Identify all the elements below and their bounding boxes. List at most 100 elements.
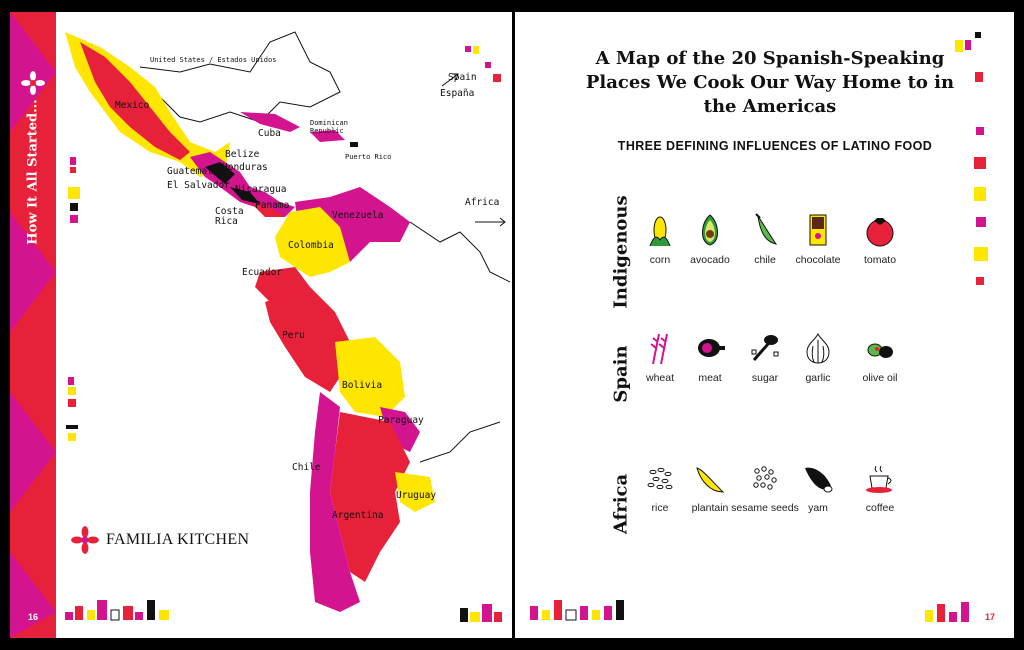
food-label: sesame seeds <box>731 502 799 514</box>
food-label: rice <box>651 502 669 514</box>
food-garlic: garlic <box>783 330 853 384</box>
food-sugar: sugar <box>730 330 800 384</box>
page-headline: A Map of the 20 Spanish-Speaking Places … <box>585 48 955 117</box>
olive-icon <box>867 343 893 358</box>
food-label: tomato <box>863 254 897 266</box>
decor-blocks-left-mid <box>66 377 78 441</box>
garlic-icon <box>806 332 830 364</box>
argentina-shape <box>330 412 410 582</box>
food-chocolate: chocolate <box>783 212 853 266</box>
sugar-icon <box>751 335 779 361</box>
decor-blocks-left-top <box>68 157 80 223</box>
uruguay-shape <box>395 472 435 512</box>
food-yam: yam <box>783 462 853 514</box>
label-puerto-rico: Puerto Rico <box>345 153 392 161</box>
food-label: chile <box>754 254 776 266</box>
spine-band: How It All Started... 16 <box>10 12 56 638</box>
decor-blocks-right-bottom-left <box>530 600 624 621</box>
label-mexico: Mexico <box>115 100 150 111</box>
label-espana: España <box>440 88 475 99</box>
chile-shape <box>310 392 360 612</box>
spain-arrow-icon <box>441 73 459 87</box>
label-africa: Africa <box>465 197 500 208</box>
food-label: olive oil <box>862 372 898 384</box>
food-olive-oil: olive oil <box>845 330 915 384</box>
food-chile: chile <box>730 212 800 266</box>
brand-logo: FAMILIA KITCHEN <box>70 525 249 555</box>
label-spain: Spain <box>448 72 477 83</box>
tomato-icon <box>866 218 894 247</box>
food-label: meat <box>698 372 722 384</box>
flower-logo-icon <box>20 70 46 100</box>
label-chile: Chile <box>292 462 321 473</box>
guatemala-shape <box>205 162 235 184</box>
label-costa-rica: Costa Rica <box>215 206 244 227</box>
label-honduras: Honduras <box>222 162 268 173</box>
bolivia-shape <box>335 337 405 417</box>
food-label: chocolate <box>795 254 841 266</box>
label-cuba: Cuba <box>258 128 281 139</box>
label-paraguay: Paraguay <box>378 415 424 426</box>
mexico-inner-shape <box>80 42 190 160</box>
wheat-icon <box>650 333 668 365</box>
label-dominican-republic: Dominican Republic <box>310 119 348 135</box>
dominican-republic-shape <box>310 130 345 142</box>
food-wheat: wheat <box>625 330 695 384</box>
label-argentina: Argentina <box>332 510 384 521</box>
food-tomato: tomato <box>845 212 915 266</box>
cuba-shape <box>240 112 300 132</box>
page-subhead: THREE DEFINING INFLUENCES OF LATINO FOOD <box>617 139 933 153</box>
decor-blocks-right-bottom-right <box>925 602 969 622</box>
food-meat: meat <box>675 330 745 384</box>
us-border-line <box>139 31 341 123</box>
colombia-shape <box>275 207 350 277</box>
decor-blocks-right-top <box>955 32 983 82</box>
africa-arrow-icon <box>475 217 506 227</box>
yam-icon <box>805 467 833 493</box>
label-belize: Belize <box>225 149 260 160</box>
rice-icon <box>647 467 673 490</box>
food-coffee: coffee <box>845 462 915 514</box>
left-page: How It All Started... 16 <box>10 12 556 638</box>
americas-map <box>65 31 511 612</box>
label-bolivia: Bolivia <box>342 380 383 391</box>
decor-blocks-bottom-right <box>460 604 502 622</box>
peru-shape <box>265 287 350 392</box>
label-panama: Panama <box>255 200 290 211</box>
food-label: garlic <box>805 372 831 384</box>
plantain-icon <box>696 467 725 493</box>
chile-icon <box>755 213 778 245</box>
label-el-salvador: El Salvador <box>167 180 230 191</box>
costa-rica-shape <box>230 187 260 204</box>
avocado-icon <box>702 214 718 246</box>
food-label: corn <box>649 254 671 266</box>
food-rice: rice <box>625 462 695 514</box>
label-ecuador: Ecuador <box>242 267 283 278</box>
food-avocado: avocado <box>675 212 745 266</box>
right-page: A Map of the 20 Spanish-Speaking Places … <box>515 12 1014 638</box>
food-label: wheat <box>645 372 675 384</box>
africa-route-line <box>409 221 511 283</box>
label-guatemala: Guatemala <box>167 166 219 177</box>
food-plantain: plantain <box>675 462 745 514</box>
decor-blocks-top-right <box>465 46 501 82</box>
food-corn: corn <box>625 212 695 266</box>
decor-blocks-right-mid <box>974 127 988 285</box>
coffee-icon <box>866 465 892 493</box>
label-peru: Peru <box>282 330 305 341</box>
brand-name: FAMILIA KITCHEN <box>106 531 250 548</box>
page-number-left: 16 <box>28 612 39 622</box>
meat-icon <box>698 339 725 357</box>
puerto-rico-shape <box>350 142 358 147</box>
food-sesame: sesame seeds <box>730 462 800 514</box>
food-label: coffee <box>865 502 895 514</box>
decor-blocks-bottom-left <box>65 600 169 621</box>
label-united-states: United States / Estados Unidos <box>150 56 277 64</box>
label-venezuela: Venezuela <box>332 210 384 221</box>
food-label: yam <box>808 502 828 514</box>
label-colombia: Colombia <box>288 240 334 251</box>
corn-icon <box>649 216 671 247</box>
chocolate-icon <box>809 214 827 246</box>
food-label: avocado <box>690 254 730 266</box>
food-label: plantain <box>691 502 729 514</box>
